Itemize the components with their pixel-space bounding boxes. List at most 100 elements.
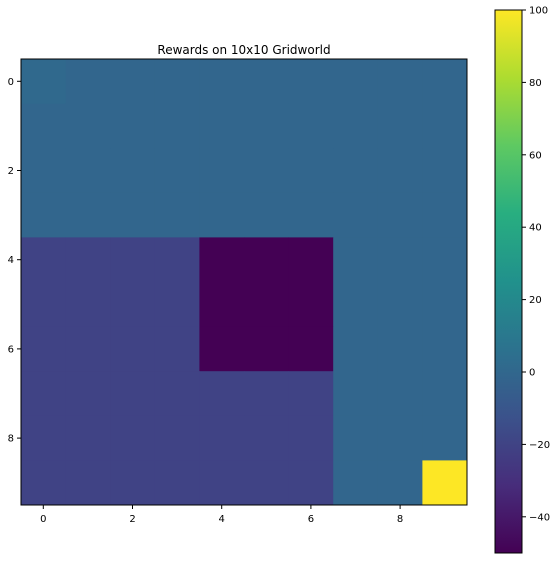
- y-tick-label: 2: [8, 166, 14, 177]
- heatmap-cell: [333, 371, 379, 417]
- heatmap-cell: [21, 415, 66, 461]
- heatmap-cell: [154, 59, 200, 104]
- x-axis-ticks: 0 2 4 6 8: [40, 505, 403, 525]
- heatmap-cell: [422, 460, 468, 506]
- heatmap-cell: [199, 148, 245, 194]
- heatmap-cell: [65, 415, 111, 461]
- heatmap-cell: [333, 460, 379, 506]
- heatmap-cell: [154, 415, 200, 461]
- heatmap-cell: [21, 371, 66, 417]
- x-tick-label: 2: [129, 514, 135, 525]
- heatmap-cell: [110, 460, 156, 506]
- x-tick-label: 0: [40, 514, 46, 525]
- colorbar-tick-label: 80: [529, 78, 542, 89]
- heatmap-cell: [288, 237, 334, 283]
- y-axis-ticks: 0 2 4 6 8: [8, 77, 21, 445]
- heatmap-cell: [377, 326, 423, 372]
- colorbar-tick-label: 40: [529, 223, 542, 234]
- heatmap-cell: [244, 282, 289, 327]
- heatmap-cell: [199, 415, 245, 461]
- heatmap-cell: [422, 371, 468, 417]
- heatmap-cell: [154, 371, 200, 417]
- colorbar-tick-label: 20: [529, 295, 542, 306]
- heatmap-cell: [422, 282, 468, 327]
- heatmap-cell: [110, 371, 156, 417]
- heatmap-cell: [110, 103, 156, 149]
- heatmap-cell: [21, 237, 66, 283]
- heatmap-cell: [333, 237, 379, 283]
- heatmap-cell: [288, 103, 334, 149]
- heatmap-cell: [333, 192, 379, 238]
- heatmap-cell: [199, 237, 245, 283]
- x-tick-label: 6: [308, 514, 314, 525]
- heatmap-cell: [110, 415, 156, 461]
- heatmap-cell: [377, 237, 423, 283]
- heatmap-cell: [110, 148, 156, 194]
- heatmap-cell: [21, 326, 66, 372]
- heatmap-cell: [333, 415, 379, 461]
- heatmap-cell: [377, 415, 423, 461]
- heatmap-cell: [199, 103, 245, 149]
- heatmap-cell: [422, 148, 468, 194]
- colorbar: [494, 9, 523, 554]
- heatmap-cell: [65, 192, 111, 238]
- heatmap-cell: [65, 103, 111, 149]
- colorbar-tick-label: −40: [529, 512, 550, 523]
- colorbar-ticks: 100 80 60 40 20 0 −20 −40: [522, 6, 550, 523]
- heatmap-cell: [377, 460, 423, 506]
- heatmap-cells: [21, 59, 468, 506]
- heatmap-cell: [65, 371, 111, 417]
- heatmap-cell: [110, 237, 156, 283]
- heatmap-cell: [65, 59, 111, 104]
- heatmap-cell: [154, 326, 200, 372]
- heatmap-cell: [21, 148, 66, 194]
- heatmap-cell: [422, 326, 468, 372]
- heatmap-cell: [65, 460, 111, 506]
- heatmap-cell: [244, 103, 289, 149]
- heatmap-cell: [377, 371, 423, 417]
- heatmap-cell: [110, 282, 156, 327]
- heatmap-cell: [422, 59, 468, 104]
- heatmap-cell: [199, 59, 245, 104]
- heatmap-cell: [422, 192, 468, 238]
- heatmap-cell: [199, 282, 245, 327]
- heatmap-cell: [65, 237, 111, 283]
- heatmap-cell: [288, 192, 334, 238]
- heatmap-cell: [422, 103, 468, 149]
- heatmap-cell: [244, 148, 289, 194]
- heatmap-cell: [199, 326, 245, 372]
- x-tick-label: 8: [397, 514, 403, 525]
- heatmap-cell: [154, 103, 200, 149]
- colorbar-tick-label: −20: [529, 440, 550, 451]
- heatmap-cell: [244, 371, 289, 417]
- heatmap-cell: [21, 59, 66, 104]
- heatmap-cell: [377, 59, 423, 104]
- x-tick-label: 4: [219, 514, 225, 525]
- y-tick-label: 6: [8, 344, 14, 355]
- heatmap-cell: [154, 282, 200, 327]
- heatmap-cell: [244, 460, 289, 506]
- heatmap-cell: [110, 192, 156, 238]
- heatmap-cell: [21, 460, 66, 506]
- colorbar-tick-label: 60: [529, 150, 542, 161]
- heatmap-cell: [21, 103, 66, 149]
- heatmap-cell: [199, 371, 245, 417]
- heatmap-cell: [65, 148, 111, 194]
- chart-title: Rewards on 10x10 Gridworld: [157, 43, 330, 57]
- heatmap-cell: [377, 103, 423, 149]
- heatmap-cell: [199, 460, 245, 506]
- heatmap-cell: [65, 282, 111, 327]
- heatmap-cell: [288, 326, 334, 372]
- heatmap-cell: [333, 103, 379, 149]
- heatmap-cell: [110, 326, 156, 372]
- heatmap-cell: [154, 237, 200, 283]
- heatmap-cell: [288, 371, 334, 417]
- colorbar-tick-label: 100: [529, 6, 548, 17]
- heatmap-cell: [244, 415, 289, 461]
- heatmap-cell: [288, 148, 334, 194]
- heatmap-cell: [333, 148, 379, 194]
- y-tick-label: 0: [8, 77, 14, 88]
- colorbar-tick-label: 0: [529, 368, 535, 379]
- heatmap-cell: [21, 192, 66, 238]
